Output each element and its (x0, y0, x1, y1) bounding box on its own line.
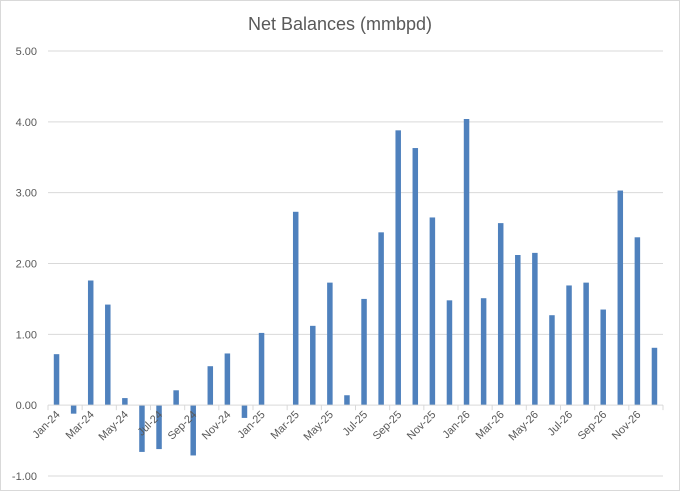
bar-May-25 (327, 282, 333, 406)
x-tick-label: May-24 (97, 409, 131, 443)
bar-Jan-24 (53, 354, 60, 406)
y-tick-label: -1.00 (12, 471, 37, 483)
bar-Jul-24 (156, 405, 162, 450)
y-tick-label: 3.00 (16, 188, 37, 200)
bar-Mar-24 (87, 280, 94, 406)
bar-Apr-26 (515, 255, 521, 406)
bar-Aug-26 (583, 282, 589, 406)
bar-Jul-25 (361, 298, 367, 406)
x-tick-label: Jul-26 (545, 409, 575, 439)
bar-Jan-25 (258, 332, 265, 406)
y-tick-label: 1.00 (16, 329, 37, 341)
bar-Apr-24 (105, 304, 111, 406)
x-tick-label: Jul-25 (340, 409, 370, 439)
bar-Sep-24 (190, 405, 196, 456)
bar-Jul-26 (566, 285, 572, 406)
bar-Dec-26 (651, 347, 658, 406)
bar-Mar-26 (497, 223, 504, 406)
y-tick-label: 2.00 (16, 259, 37, 271)
x-tick-label: Nov-26 (610, 409, 644, 443)
bar-Aug-24 (173, 390, 179, 406)
y-tick-label: 4.00 (16, 117, 37, 129)
x-tick-label: May-25 (302, 409, 336, 443)
x-tick-label: Mar-26 (474, 409, 507, 442)
bar-Dec-24 (241, 405, 248, 418)
bar-Jun-24 (139, 405, 145, 452)
x-tick-label: May-26 (507, 409, 541, 443)
bar-Jun-25 (344, 395, 350, 406)
chart-title: Net Balances (mmbpd) (247, 14, 433, 34)
bar-Nov-26 (634, 237, 641, 406)
x-tick-label: Jan-25 (235, 409, 267, 441)
bar-Oct-24 (207, 366, 214, 406)
bar-Jun-26 (549, 315, 555, 406)
x-tick-label: Nov-24 (200, 409, 234, 443)
y-tick-label: 5.00 (16, 46, 37, 58)
bar-Oct-25 (412, 148, 419, 406)
bar-Sep-25 (395, 130, 401, 406)
bar-May-24 (122, 398, 128, 406)
x-tick-label: Mar-25 (269, 409, 302, 442)
bar-Sep-26 (600, 309, 606, 406)
bar-Dec-25 (446, 300, 453, 406)
bar-Apr-25 (310, 325, 316, 406)
bar-Feb-26 (480, 298, 487, 406)
x-tick-label: Nov-25 (405, 409, 439, 443)
bar-Jan-26 (463, 119, 470, 406)
y-tick-label: 0.00 (16, 400, 37, 412)
bar-Nov-24 (224, 353, 231, 406)
x-tick-label: Mar-24 (64, 409, 97, 442)
x-tick-label: Sep-25 (371, 409, 405, 443)
bar-Feb-24 (70, 405, 77, 414)
bar-May-26 (532, 252, 538, 406)
bar-Aug-25 (378, 232, 384, 406)
bar-Mar-25 (292, 211, 299, 406)
x-tick-label: Jan-26 (440, 409, 472, 441)
bar-Nov-25 (429, 217, 436, 406)
x-tick-label: Jan-24 (30, 409, 62, 441)
bar-Oct-26 (617, 190, 624, 406)
x-tick-label: Sep-26 (576, 409, 610, 443)
